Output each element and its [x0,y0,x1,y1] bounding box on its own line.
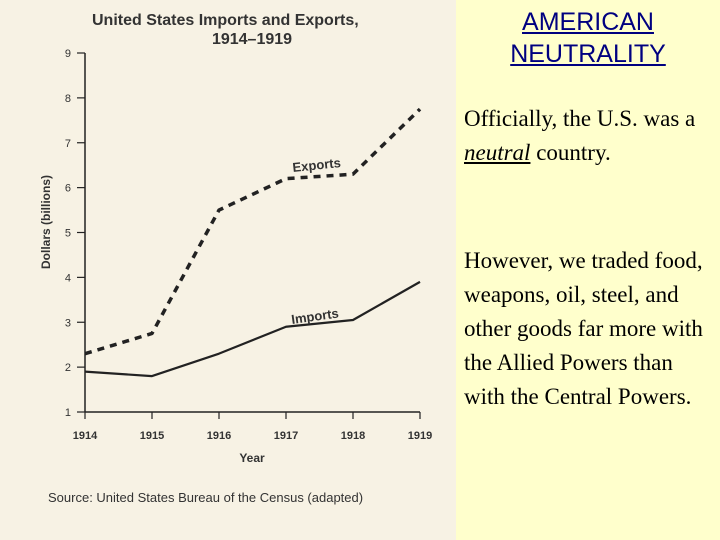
chart-title-line1: United States Imports and Exports, [92,12,359,29]
x-axis-label: Year [239,451,265,465]
y-tick-label: 5 [65,228,71,240]
slide-title: AMERICAN NEUTRALITY [470,6,706,70]
bullet-1-text-end: country. [530,140,611,165]
y-tick-label: 2 [65,362,71,374]
y-tick-label: 1 [65,407,71,419]
slide-title-line1: AMERICAN [522,8,654,36]
neutral-emphasis: neutral [464,140,531,165]
x-tick-label: 1919 [408,430,432,442]
y-tick-label: 9 [65,48,71,60]
series-label-imports: Imports [290,305,339,326]
series-line-exports [84,107,422,356]
imports-exports-chart: United States Imports and Exports, 1914–… [39,12,432,505]
slide-title-line2: NEUTRALITY [510,40,666,68]
series-line-imports [84,280,421,378]
bullet-trade-allied-powers: However, we traded food, weapons, oil, s… [464,248,703,409]
chart-source-note: Source: United States Bureau of the Cens… [48,490,363,505]
x-tick-label: 1918 [341,430,365,442]
chart-panel: United States Imports and Exports, 1914–… [0,0,456,540]
bullet-official-neutrality: Officially, the U.S. was a neutral count… [464,102,714,170]
chart-title-line2: 1914–1919 [212,31,292,48]
series-label-exports: Exports [292,155,342,175]
y-axis-label: Dollars (billions) [39,175,53,269]
x-tick-label: 1915 [140,430,164,442]
x-tick-label: 1916 [207,430,231,442]
x-tick-label: 1917 [274,430,298,442]
y-axis-ticks: 1 2 3 4 5 6 7 8 9 [65,48,85,419]
bullet-1-text-start: Officially, the U.S. was a [464,106,696,131]
y-tick-label: 6 [65,183,71,195]
series-lines [84,107,422,378]
y-tick-label: 4 [65,272,71,284]
chart-axes [84,53,420,413]
y-tick-label: 7 [65,138,71,150]
y-tick-label: 3 [65,317,71,329]
x-axis-ticks: 1914 1915 1916 1917 1918 1919 [73,412,432,442]
x-tick-label: 1914 [73,430,98,442]
y-tick-label: 8 [65,93,71,105]
